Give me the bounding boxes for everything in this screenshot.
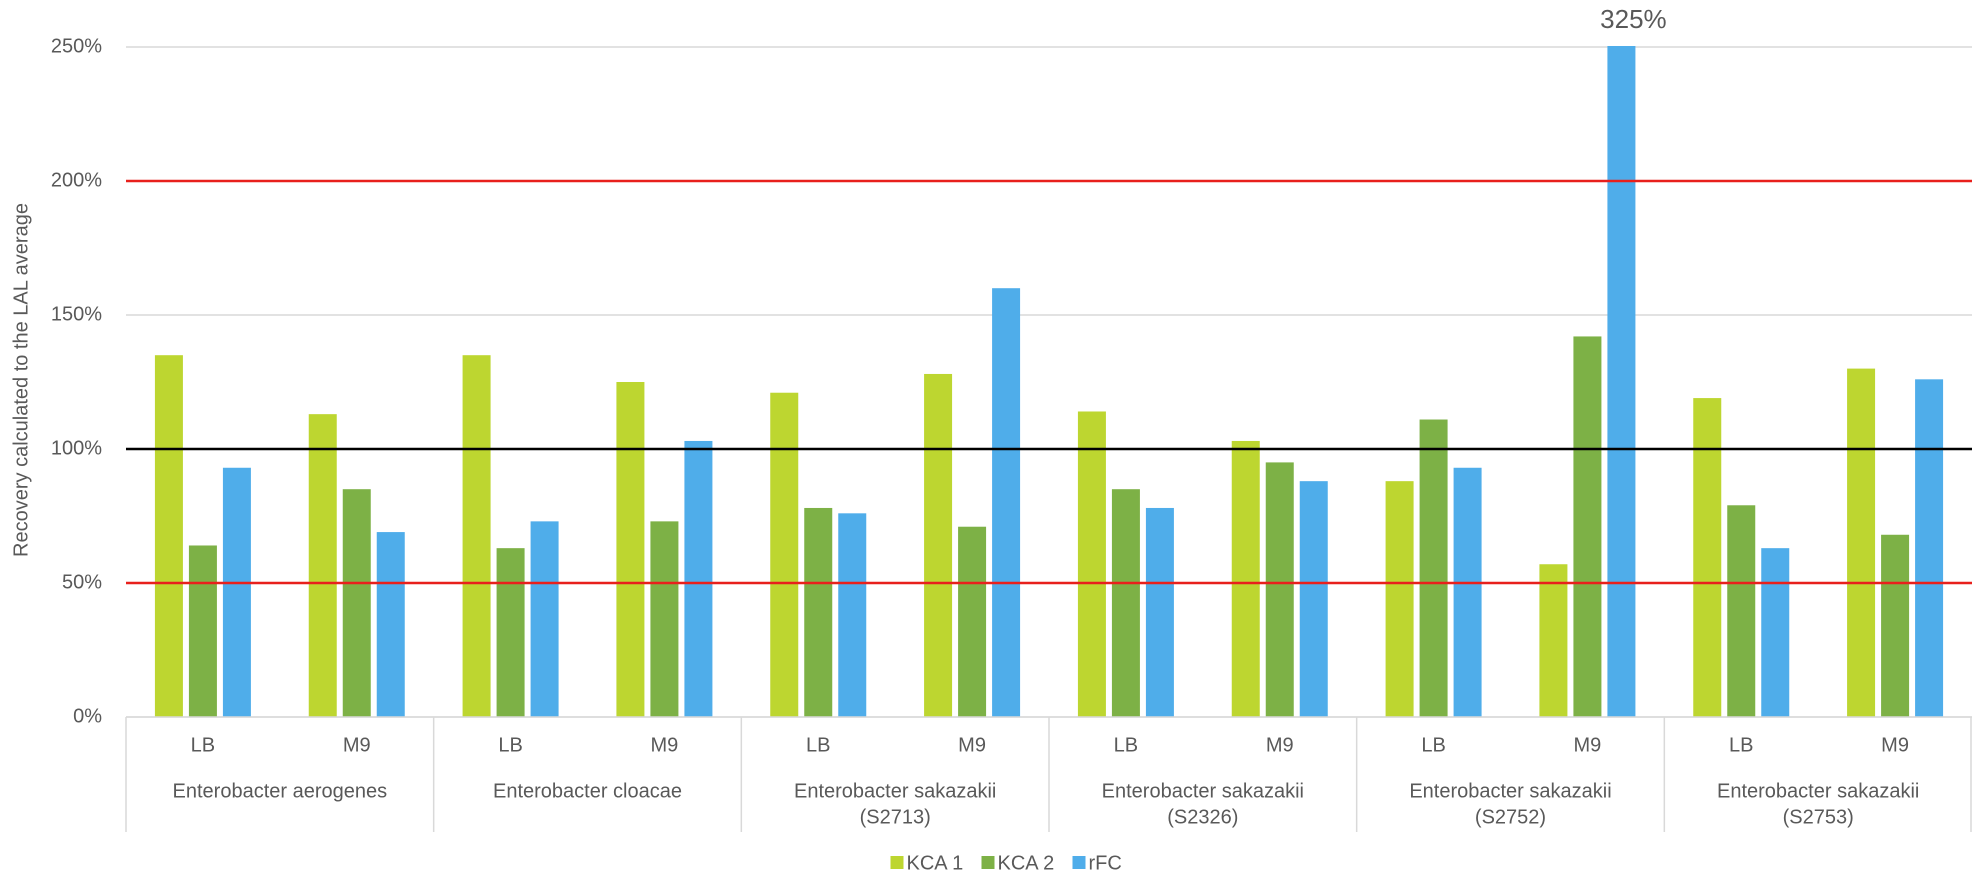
legend-label: KCA 1	[907, 852, 964, 874]
bar	[804, 507, 833, 717]
bar	[1573, 336, 1602, 717]
y-tick-label: 150%	[51, 303, 102, 325]
bar	[838, 513, 867, 717]
x-tick-label: LB	[1114, 734, 1138, 756]
bar	[342, 489, 371, 717]
x-tick-label: LB	[806, 734, 830, 756]
bar	[650, 521, 679, 717]
bar	[924, 373, 953, 717]
bar	[1231, 440, 1260, 717]
x-tick-label: M9	[1266, 734, 1294, 756]
group-label: Enterobacter sakazakii	[794, 780, 996, 802]
x-tick-label: M9	[1574, 734, 1602, 756]
bar	[958, 526, 987, 717]
bar	[188, 545, 217, 717]
bar	[376, 532, 405, 717]
bar	[1881, 534, 1910, 717]
bar	[1453, 467, 1482, 717]
legend-label: rFC	[1089, 852, 1122, 874]
bar	[1299, 481, 1328, 717]
legend-swatch	[1072, 856, 1086, 869]
bar	[616, 382, 645, 717]
bar	[1145, 507, 1174, 717]
group-label: (S2713)	[860, 806, 931, 828]
group-label: Enterobacter sakazakii	[1717, 780, 1919, 802]
bar	[1607, 46, 1636, 717]
bar	[992, 288, 1021, 717]
bar	[496, 548, 525, 717]
x-tick-label: M9	[651, 734, 679, 756]
bar	[1693, 398, 1722, 717]
bar	[308, 414, 337, 717]
bar	[1419, 419, 1448, 717]
x-tick-label: LB	[1421, 734, 1445, 756]
x-tick-label: LB	[498, 734, 522, 756]
group-label: Enterobacter sakazakii	[1409, 780, 1611, 802]
bar	[1847, 368, 1876, 717]
bar	[530, 521, 559, 717]
data-label: 325%	[1600, 4, 1667, 34]
x-tick-label: LB	[1729, 734, 1753, 756]
x-tick-label: LB	[191, 734, 215, 756]
bar	[1265, 462, 1294, 717]
y-tick-label: 200%	[51, 169, 102, 191]
bar	[222, 467, 251, 717]
bar	[462, 355, 491, 717]
y-tick-label: 100%	[51, 437, 102, 459]
group-label: Enterobacter cloacae	[493, 780, 682, 802]
x-tick-label: M9	[343, 734, 371, 756]
bar	[1915, 379, 1944, 717]
group-label: (S2753)	[1783, 806, 1854, 828]
bar	[1077, 411, 1106, 717]
y-axis-label: Recovery calculated to the LAL average	[10, 203, 32, 557]
legend-swatch	[890, 856, 904, 869]
bar	[1111, 489, 1140, 717]
bar	[684, 440, 713, 717]
group-label: (S2326)	[1167, 806, 1238, 828]
y-tick-label: 0%	[73, 705, 102, 727]
group-label: Enterobacter sakazakii	[1102, 780, 1304, 802]
group-label: (S2752)	[1475, 806, 1546, 828]
y-tick-label: 250%	[51, 35, 102, 57]
bar	[154, 355, 183, 717]
bar	[1539, 564, 1568, 717]
bar	[770, 392, 799, 717]
bar	[1761, 548, 1790, 717]
bar	[1385, 481, 1414, 717]
legend-label: KCA 2	[998, 852, 1055, 874]
y-tick-label: 50%	[62, 571, 102, 593]
plot-area	[154, 46, 1944, 717]
x-tick-label: M9	[1881, 734, 1909, 756]
x-tick-label: M9	[958, 734, 986, 756]
legend-swatch	[981, 856, 995, 869]
bar	[1727, 505, 1756, 717]
group-label: Enterobacter aerogenes	[173, 780, 388, 802]
